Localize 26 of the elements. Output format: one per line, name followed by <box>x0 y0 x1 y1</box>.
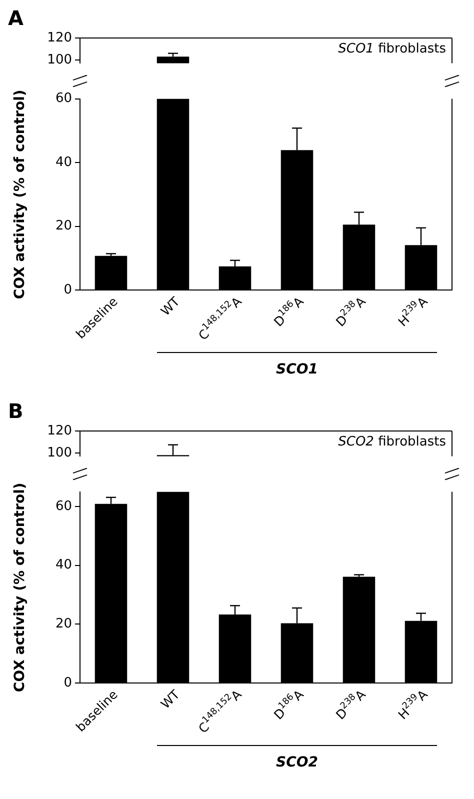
y-axis-title: COX activity (% of control) <box>12 90 28 300</box>
y-tick-label: 40 <box>55 558 72 573</box>
x-tick-label: D186A <box>270 686 307 722</box>
y-tick-label: 0 <box>64 675 72 690</box>
x-tick-label: H239A <box>394 293 431 330</box>
text: SCO2 <box>276 754 318 771</box>
y-tick-label: 120 <box>47 423 72 438</box>
y-tick-label: 40 <box>55 154 72 170</box>
chart-title: B <box>8 399 24 424</box>
text: SCO1 <box>276 362 318 378</box>
y-tick-label: 60 <box>55 91 72 106</box>
x-tick-label: WT <box>158 294 183 319</box>
annotation: SCO2 fibroblasts <box>338 434 446 450</box>
y-tick-label: 20 <box>55 218 72 234</box>
y-tick-label: 60 <box>55 498 72 514</box>
y-tick-label: 0 <box>64 282 72 298</box>
x-tick-label: H239A <box>394 686 431 722</box>
y-tick-label: 120 <box>47 30 72 46</box>
chart-title: A <box>8 6 24 30</box>
x-tick-label: D186A <box>270 293 307 330</box>
y-tick-label: 100 <box>47 52 72 68</box>
x-tick-label: WT <box>158 686 183 712</box>
y-tick-label: 20 <box>55 616 72 632</box>
y-axis-title: COX activity (% of control) <box>12 482 28 692</box>
annotation: SCO1 fibroblasts <box>338 41 446 56</box>
y-tick-label: 100 <box>47 445 72 460</box>
